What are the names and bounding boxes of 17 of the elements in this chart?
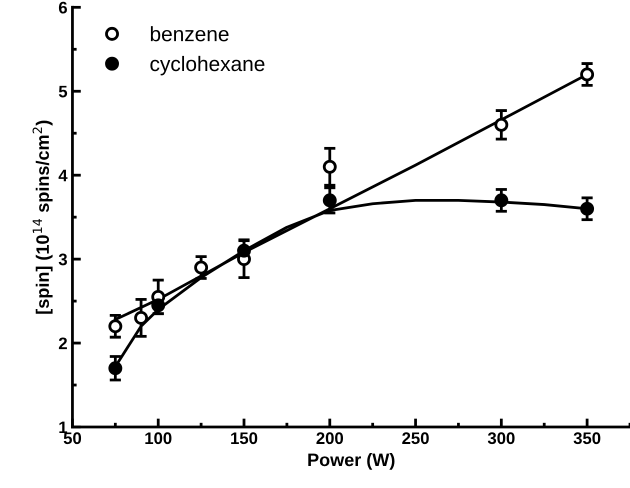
x-tick-label: 200 [316, 432, 344, 444]
x-tick-label: 100 [145, 432, 172, 444]
x-axis-title: Power (W) [308, 452, 394, 470]
x-tick-label: 300 [488, 432, 515, 444]
y-tick-label: 3 [58, 254, 67, 266]
y-axis-title: [spin] (10$^{14}$ spins/cm$^{2}$) [32, 120, 53, 314]
x-tick-label: 150 [231, 432, 258, 444]
legend-label: benzene [150, 26, 229, 42]
x-tick-label: 50 [64, 432, 82, 444]
y-tick-label: 4 [58, 170, 68, 182]
y-tick-label: 1 [59, 422, 68, 434]
x-tick-label: 350 [574, 432, 600, 444]
y-tick-label: 5 [58, 86, 68, 98]
legend-label: cyclohexane [150, 56, 264, 76]
x-tick-label: 250 [402, 432, 429, 444]
y-tick-label: 2 [58, 337, 67, 350]
y-tick-label: 6 [58, 2, 67, 14]
